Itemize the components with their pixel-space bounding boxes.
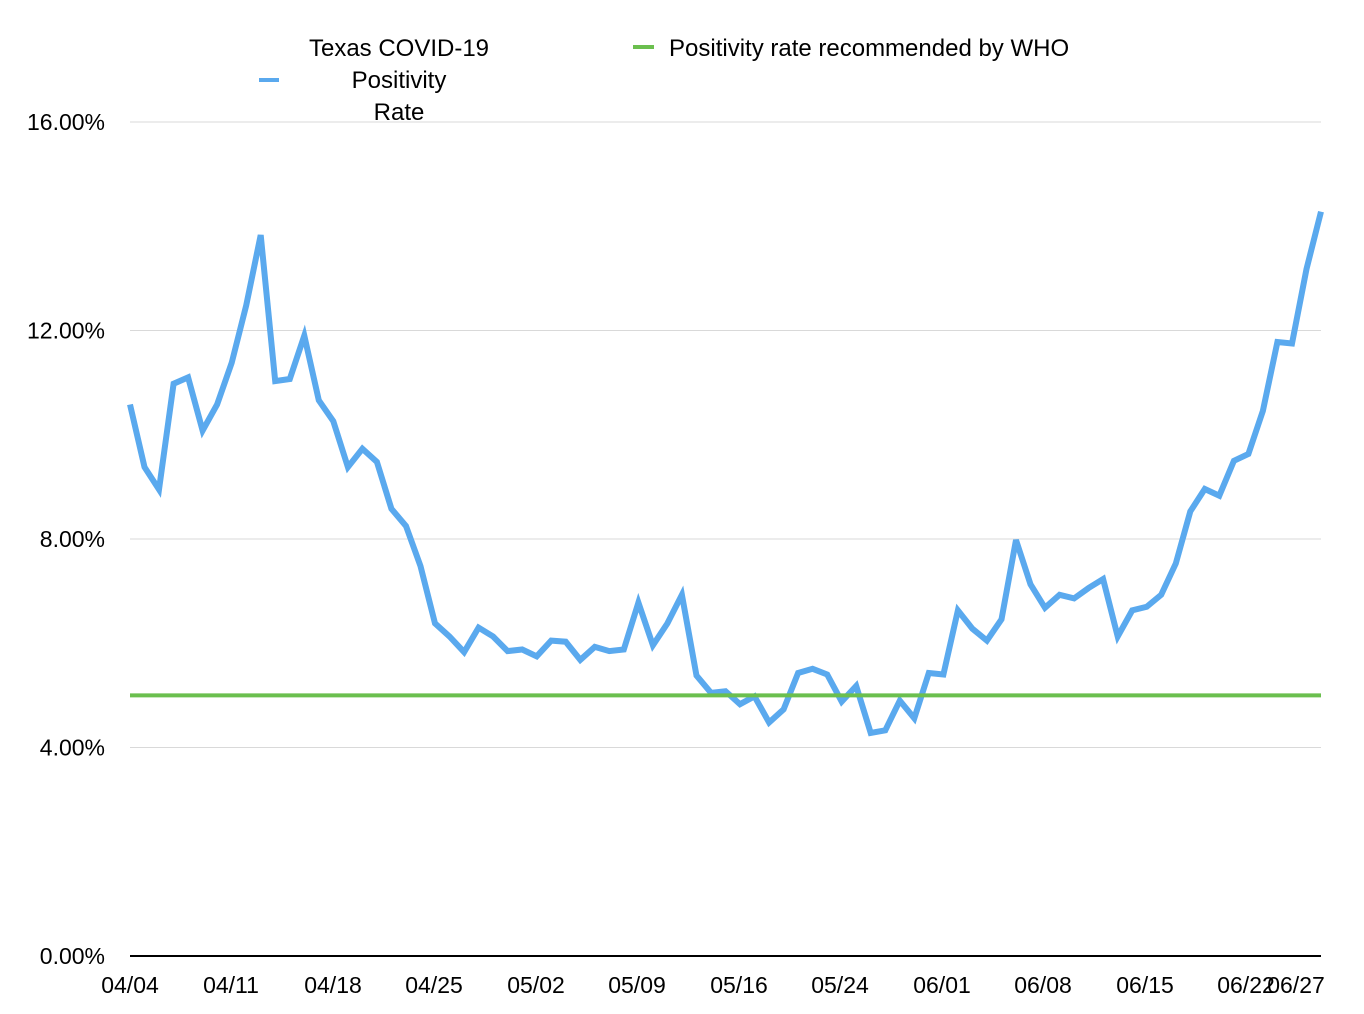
x-tick-label: 06/01 (913, 972, 971, 998)
x-tick-label: 06/08 (1014, 972, 1072, 998)
y-tick-label: 4.00% (40, 735, 105, 761)
x-tick-label: 05/24 (811, 972, 869, 998)
y-tick-label: 0.00% (40, 943, 105, 969)
series-line-texas-positivity (127, 210, 1324, 737)
series-layer (127, 210, 1324, 737)
x-tick-label: 04/11 (203, 972, 259, 998)
x-tick-label: 04/04 (101, 972, 159, 998)
legend: Texas COVID-19 Positivity Rate Positivity … (259, 35, 1069, 126)
y-tick-label: 16.00% (27, 109, 105, 135)
x-tick-label: 05/02 (507, 972, 565, 998)
x-tick-label: 06/22 (1217, 972, 1275, 998)
y-tick-label: 12.00% (27, 318, 105, 344)
gridlines (130, 121, 1321, 748)
x-tick-label: 06/27 (1267, 972, 1325, 998)
y-tick-label: 8.00% (40, 526, 105, 552)
y-axis-ticks: 0.00% 4.00% 8.00% 12.00% 16.00% (27, 109, 105, 969)
legend-label-texas: Texas COVID-19 Positivity Rate (309, 35, 489, 126)
x-tick-label: 06/15 (1116, 972, 1174, 998)
legend-label-who: Positivity rate recommended by WHO (669, 35, 1069, 62)
x-tick-label: 04/18 (304, 972, 362, 998)
x-tick-label: 05/16 (710, 972, 768, 998)
x-tick-label: 05/09 (608, 972, 666, 998)
x-tick-label: 04/25 (405, 972, 463, 998)
x-axis-ticks: 04/04 04/11 04/18 04/25 05/02 05/09 05/16 05/24… (101, 972, 1325, 998)
